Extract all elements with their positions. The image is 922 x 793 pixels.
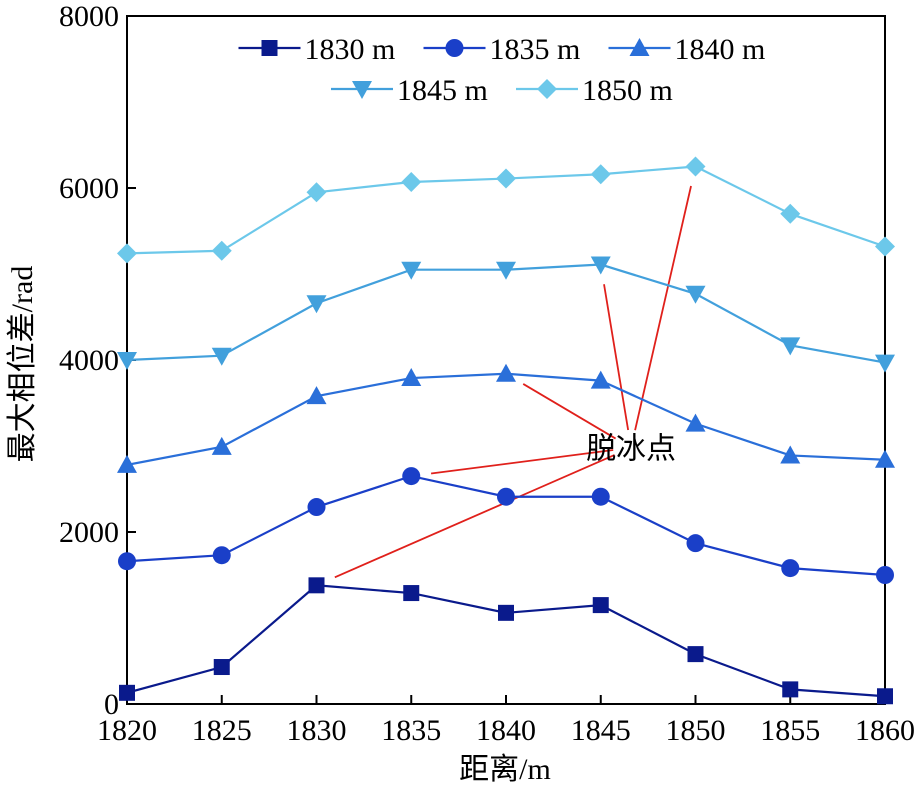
data-point bbox=[780, 337, 801, 356]
data-point bbox=[496, 168, 516, 189]
annotation-pointer-line bbox=[522, 383, 617, 440]
y-tick-label: 8000 bbox=[59, 0, 119, 33]
data-point bbox=[211, 347, 232, 366]
data-point bbox=[496, 363, 516, 382]
data-point bbox=[496, 261, 516, 280]
data-point bbox=[687, 646, 704, 663]
x-tick-label: 1850 bbox=[666, 714, 726, 747]
data-point bbox=[212, 546, 231, 565]
data-point bbox=[119, 684, 135, 701]
data-point bbox=[590, 164, 611, 185]
data-point bbox=[211, 240, 232, 261]
annotation-pointer-line bbox=[334, 454, 615, 579]
legend-item: 1840 m bbox=[608, 33, 766, 66]
series-1835-m bbox=[118, 467, 894, 584]
y-tick-label: 6000 bbox=[59, 172, 119, 205]
plot-border bbox=[126, 15, 886, 705]
legend-label: 1830 m bbox=[305, 33, 396, 66]
data-point bbox=[403, 585, 420, 602]
legend-label: 1850 m bbox=[582, 74, 673, 107]
data-point bbox=[211, 436, 232, 455]
data-point bbox=[117, 352, 137, 370]
data-point bbox=[308, 577, 325, 594]
data-point bbox=[213, 659, 230, 676]
data-point bbox=[306, 295, 327, 314]
x-axis-title: 距离/m bbox=[459, 753, 551, 786]
data-point bbox=[306, 182, 327, 203]
series-1845-m bbox=[117, 256, 895, 373]
data-point bbox=[498, 604, 514, 621]
y-tick-label: 2000 bbox=[59, 516, 119, 549]
data-point bbox=[402, 467, 421, 486]
data-point bbox=[307, 498, 326, 517]
data-point bbox=[875, 354, 895, 373]
annotation-labels: 脱冰点 bbox=[586, 432, 676, 467]
x-tick-label: 1845 bbox=[571, 714, 631, 747]
data-point bbox=[401, 368, 422, 387]
data-point bbox=[117, 454, 137, 473]
legend-marker bbox=[445, 39, 464, 57]
data-point bbox=[780, 445, 801, 464]
legend-marker bbox=[261, 40, 278, 56]
data-point bbox=[497, 487, 515, 506]
data-point bbox=[401, 261, 422, 280]
legend-item: 1845 m bbox=[331, 74, 488, 107]
annotation-label: 脱冰点 bbox=[586, 432, 676, 467]
y-tick-label: 4000 bbox=[59, 344, 119, 377]
data-point bbox=[118, 552, 136, 571]
plot-frame bbox=[126, 15, 886, 705]
data-point bbox=[875, 449, 895, 468]
data-point bbox=[686, 534, 705, 553]
series-line bbox=[126, 584, 886, 698]
legend-label: 1845 m bbox=[397, 74, 488, 107]
annotation-pointers bbox=[334, 185, 692, 579]
x-tick-label: 1855 bbox=[760, 714, 820, 747]
annotation-pointer-line bbox=[430, 449, 614, 475]
series-1830-m bbox=[119, 577, 893, 705]
legend: 1830 m 1835 m 1840 m 1845 m 1850 m bbox=[238, 33, 766, 107]
data-point bbox=[685, 413, 706, 432]
legend-label: 1835 m bbox=[490, 33, 581, 66]
data-point bbox=[780, 203, 801, 224]
series-group bbox=[117, 156, 895, 705]
annotation-pointer-line bbox=[603, 284, 630, 431]
legend-marker bbox=[629, 38, 650, 56]
axis-ticks: 1820 1825 1830 1835 1840 1845 1850 1855 1860 0 200… bbox=[59, 0, 915, 747]
data-point bbox=[875, 236, 895, 257]
legend-item: 1850 m bbox=[516, 74, 673, 107]
annotation-pointer-line bbox=[634, 185, 692, 431]
data-point bbox=[590, 256, 611, 275]
y-tick-label: 0 bbox=[104, 688, 119, 721]
legend-label: 1840 m bbox=[675, 33, 766, 66]
series-1840-m bbox=[117, 363, 895, 473]
data-point bbox=[117, 243, 137, 264]
legend-item: 1835 m bbox=[423, 33, 581, 66]
data-point bbox=[592, 597, 609, 614]
data-point bbox=[306, 386, 327, 405]
x-tick-label: 1840 bbox=[476, 714, 536, 747]
series-1850-m bbox=[117, 156, 895, 264]
legend-marker bbox=[537, 79, 557, 99]
data-point bbox=[877, 688, 893, 705]
x-tick-label: 1860 bbox=[855, 714, 915, 747]
x-tick-label: 1825 bbox=[192, 714, 252, 747]
data-point bbox=[781, 559, 800, 578]
y-axis-title: 最大相位差/rad bbox=[6, 266, 39, 463]
data-point bbox=[876, 566, 894, 584]
series-line bbox=[126, 372, 886, 467]
x-tick-label: 1820 bbox=[97, 714, 157, 747]
legend-marker bbox=[352, 81, 372, 99]
data-point bbox=[401, 171, 422, 192]
data-point bbox=[685, 285, 706, 304]
x-tick-label: 1835 bbox=[381, 714, 441, 747]
data-point bbox=[685, 156, 706, 177]
x-tick-label: 1830 bbox=[287, 714, 347, 747]
data-point bbox=[782, 681, 799, 698]
data-point bbox=[591, 487, 610, 506]
legend-item: 1830 m bbox=[238, 33, 396, 66]
data-point bbox=[590, 370, 611, 389]
